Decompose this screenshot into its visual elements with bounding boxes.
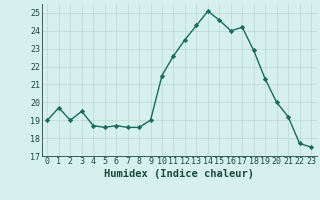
X-axis label: Humidex (Indice chaleur): Humidex (Indice chaleur) (104, 169, 254, 179)
